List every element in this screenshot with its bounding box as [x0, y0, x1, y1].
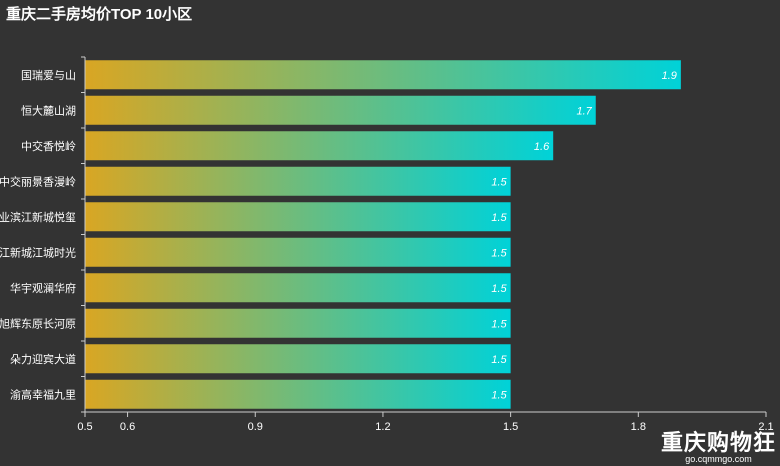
bars-layer: 1.9 1.7 1.6 1.5 1.5 1.5 1.5 1.5 1.5 1.5 — [85, 60, 681, 409]
bar — [85, 95, 596, 125]
x-tick-label: 1.2 — [375, 421, 390, 433]
bar — [85, 131, 554, 161]
axes-layer: 国瑞爱与山恒大麓山湖中交香悦岭中交丽景香漫岭业滨江新城悦玺江新城江城时光华宇观澜… — [0, 56, 774, 433]
watermark-sub-text: go.cqmmgo.com — [685, 454, 752, 464]
chart-title: 重庆二手房均价TOP 10小区 — [6, 6, 193, 23]
bar-value-label: 1.5 — [491, 176, 507, 188]
bar-value-label: 1.5 — [491, 283, 507, 295]
category-label: 中交香悦岭 — [21, 139, 76, 153]
x-tick-label: 0.5 — [77, 421, 92, 433]
category-label: 朵力迎宾大道 — [10, 352, 76, 366]
bar — [85, 237, 511, 267]
bar-value-label: 1.5 — [491, 212, 507, 224]
watermark-logo: 重庆购物狂 go.cqmmgo.com — [661, 432, 776, 464]
bar-value-label: 1.5 — [491, 318, 507, 330]
bar — [85, 379, 511, 409]
x-tick-label: 0.6 — [120, 421, 135, 433]
category-label: 中交丽景香漫岭 — [0, 174, 76, 188]
watermark-main-text: 重庆购物狂 — [660, 430, 776, 455]
bar — [85, 202, 511, 232]
category-label: 华宇观澜华府 — [10, 281, 76, 295]
category-label: 江新城江城时光 — [0, 245, 76, 259]
category-label: 恒大麓山湖 — [21, 103, 76, 117]
bar — [85, 60, 681, 90]
bar-value-label: 1.5 — [491, 389, 507, 401]
bar-value-label: 1.9 — [662, 70, 677, 82]
category-label: 国瑞爱与山 — [21, 68, 76, 82]
x-tick-label: 1.8 — [631, 421, 646, 433]
category-label: 旭辉东原长河原 — [0, 316, 76, 330]
bar-value-label: 1.5 — [491, 247, 507, 259]
bar-value-label: 1.6 — [534, 141, 550, 153]
x-tick-label: 0.9 — [248, 421, 263, 433]
bar — [85, 166, 511, 196]
bar-value-label: 1.5 — [491, 354, 507, 366]
bar — [85, 308, 511, 338]
x-tick-label: 1.5 — [503, 421, 518, 433]
bar — [85, 273, 511, 303]
bar — [85, 344, 511, 374]
category-label: 业滨江新城悦玺 — [0, 210, 76, 224]
x-tick-label: 2.1 — [758, 421, 773, 433]
category-label: 渝高幸福九里 — [10, 387, 76, 401]
bar-value-label: 1.7 — [576, 105, 592, 117]
